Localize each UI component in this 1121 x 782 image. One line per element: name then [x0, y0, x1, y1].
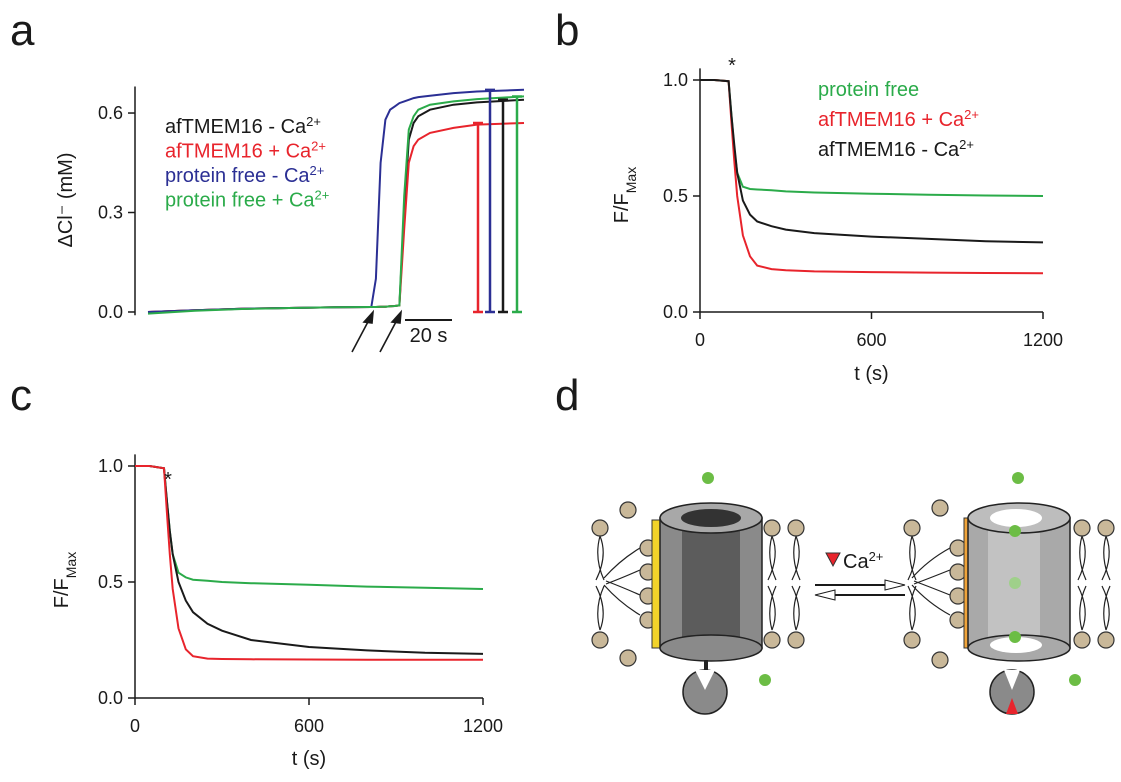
legend-label: afTMEM16 + Ca2+ — [165, 138, 326, 163]
arrows — [351, 309, 403, 353]
legend-label: protein free - Ca2+ — [165, 163, 324, 188]
amplitude-bar — [512, 95, 522, 314]
x-tick-label: 0 — [130, 716, 140, 736]
ion — [1012, 472, 1024, 484]
y-tick-label: 0.0 — [663, 302, 688, 322]
ion — [759, 674, 771, 686]
diagram: d C — [555, 371, 1115, 715]
y-tick-label: 0.0 — [98, 302, 123, 322]
legend-label: protein free — [818, 79, 919, 101]
equilibrium-arrows — [814, 579, 906, 601]
panel-label: c — [10, 371, 32, 420]
panel-label: b — [555, 6, 579, 55]
scale-bar-label: 20 s — [410, 325, 448, 347]
x-axis-label: t (s) — [292, 748, 326, 770]
calcium-label: Ca2+ — [843, 549, 883, 574]
y-axis-label-sub: Max — [63, 552, 79, 578]
lipids-right — [903, 499, 1115, 669]
x-axis-label: t (s) — [854, 363, 888, 385]
y-axis-label: F/FMax — [611, 167, 639, 223]
y-tick-label: 0.5 — [663, 186, 688, 206]
annotation: * — [728, 55, 736, 77]
y-axis-label-main: ΔCl⁻ (mM) — [55, 153, 77, 248]
amplitude-bar — [498, 98, 508, 314]
y-axis-label: ΔCl⁻ (mM) — [55, 153, 77, 248]
legend-label: afTMEM16 + Ca2+ — [818, 107, 979, 132]
amplitude-bar — [485, 88, 495, 314]
series-line — [135, 465, 483, 661]
y-tick-label: 0.3 — [98, 203, 123, 223]
y-axis-label-main: F/F — [611, 193, 633, 223]
y-axis-label-main: F/F — [51, 578, 73, 608]
ion — [1009, 577, 1021, 589]
calcium-icon — [825, 552, 841, 568]
x-tick-label: 600 — [294, 716, 324, 736]
series-line — [147, 95, 525, 315]
x-tick-label: 0 — [695, 330, 705, 350]
panel-label: d — [555, 371, 579, 420]
amplitude-bar — [473, 121, 483, 314]
y-tick-label: 1.0 — [663, 70, 688, 90]
channel-closed — [651, 502, 763, 715]
x-tick-label: 1200 — [463, 716, 503, 736]
series-line — [135, 465, 484, 655]
legend-label: afTMEM16 - Ca2+ — [818, 137, 974, 162]
y-axis-label-sub: Max — [623, 167, 639, 193]
panel-label: a — [10, 6, 35, 55]
y-axis-label: F/FMax — [51, 552, 79, 608]
x-tick-label: 1200 — [1023, 330, 1063, 350]
ion — [1069, 674, 1081, 686]
ion — [1009, 525, 1021, 537]
y-tick-label: 0.6 — [98, 103, 123, 123]
y-tick-label: 0.5 — [98, 572, 123, 592]
ion — [702, 472, 714, 484]
series-line — [135, 465, 484, 590]
channel-open — [963, 502, 1071, 715]
ion — [1009, 631, 1021, 643]
legend-label: protein free + Ca2+ — [165, 187, 329, 212]
y-tick-label: 0.0 — [98, 688, 123, 708]
x-tick-label: 600 — [856, 330, 886, 350]
series-line — [700, 79, 1044, 244]
legend-label: afTMEM16 - Ca2+ — [165, 114, 321, 139]
annotation: * — [164, 469, 172, 491]
y-tick-label: 1.0 — [98, 456, 123, 476]
